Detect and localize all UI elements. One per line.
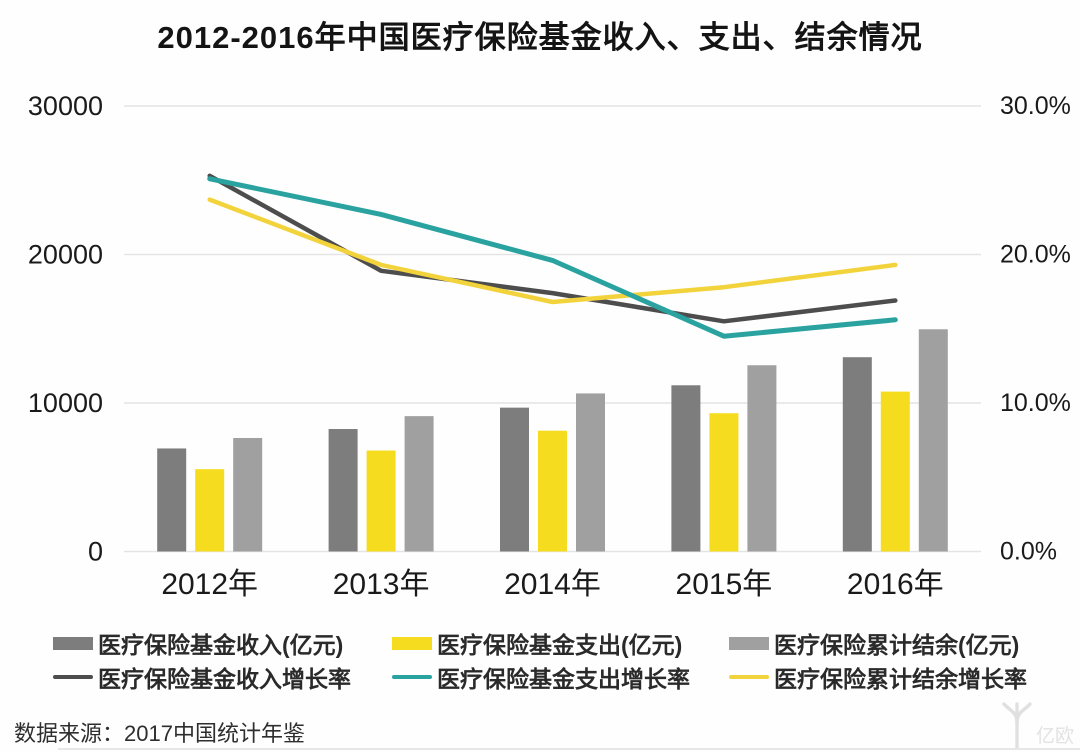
- right-axis-tick-label: 20.0%: [1000, 241, 1071, 269]
- bar-balance: [747, 365, 777, 552]
- right-axis-tick-label: 30.0%: [1000, 92, 1071, 120]
- legend-line-swatch: [729, 675, 769, 679]
- legend-label: 医疗保险累计结余增长率: [774, 666, 1027, 692]
- line-balance-growth: [207, 197, 898, 305]
- x-axis-category-label: 2016年: [847, 568, 944, 601]
- data-source-note: 数据来源：2017中国统计年鉴: [14, 721, 305, 746]
- combo-chart-canvas: 0 0.0% 10000 10.0% 20000 20.0% 30000 30.0% 2012年…: [28, 91, 1071, 601]
- footer-divider: [58, 748, 1080, 750]
- bar-expenditure: [880, 391, 910, 552]
- watermark-label: 亿欧: [1036, 726, 1075, 747]
- chart-title: 2012-2016年中国医疗保险基金收入、支出、结余情况: [157, 20, 923, 55]
- right-axis-tick-label: 10.0%: [1000, 389, 1071, 417]
- right-axis-tick-label: 0.0%: [1000, 538, 1057, 566]
- legend-bar-swatch: [53, 636, 93, 650]
- left-axis-tick-label: 20000: [28, 240, 103, 270]
- bar-income: [157, 448, 187, 552]
- x-axis-category-label: 2014年: [504, 568, 601, 601]
- brand-watermark: 亿欧: [1000, 694, 1080, 750]
- legend-label: 医疗保险基金收入增长率: [98, 666, 351, 692]
- legend-line-swatch: [53, 675, 93, 679]
- line-income-growth: [207, 173, 898, 324]
- bar-income: [671, 385, 701, 552]
- legend-bar-swatch: [392, 636, 432, 650]
- bar-expenditure: [538, 430, 567, 552]
- bar-income: [500, 407, 529, 552]
- legend-bar-swatch: [729, 636, 769, 650]
- yiou-logo-icon: [1002, 702, 1032, 750]
- left-axis-tick-label: 30000: [28, 91, 103, 121]
- bar-income: [328, 429, 358, 552]
- legend-item: 医疗保险基金支出增长率: [392, 664, 690, 692]
- bar-balance: [918, 329, 948, 552]
- legend-item: 医疗保险基金支出(亿元): [392, 630, 682, 658]
- legend-line-swatch: [392, 675, 432, 679]
- bar-income: [842, 357, 872, 552]
- x-axis-category-label: 2013年: [333, 568, 430, 601]
- bar-balance: [576, 393, 605, 552]
- line-expenditure-growth: [207, 176, 898, 339]
- bar-expenditure: [366, 450, 396, 552]
- legend-item: 医疗保险基金收入(亿元): [53, 630, 343, 658]
- legend-item: 医疗保险基金收入增长率: [53, 664, 351, 692]
- legend-label: 医疗保险基金支出(亿元): [437, 632, 683, 658]
- legend-label: 医疗保险累计结余(亿元): [774, 632, 1020, 658]
- bar-balance: [233, 437, 263, 552]
- x-axis-category-label: 2015年: [676, 568, 773, 601]
- x-axis-category-label: 2012年: [161, 568, 258, 601]
- bar-expenditure: [195, 469, 225, 552]
- left-axis-tick-label: 10000: [28, 388, 103, 418]
- legend-label: 医疗保险基金收入(亿元): [98, 632, 344, 658]
- legend-item: 医疗保险累计结余增长率: [729, 664, 1027, 692]
- bar-expenditure: [709, 413, 739, 552]
- legend-item: 医疗保险累计结余(亿元): [729, 630, 1019, 658]
- left-axis-tick-label: 0: [88, 537, 103, 567]
- legend-label: 医疗保险基金支出增长率: [437, 666, 690, 692]
- bar-balance: [404, 416, 434, 552]
